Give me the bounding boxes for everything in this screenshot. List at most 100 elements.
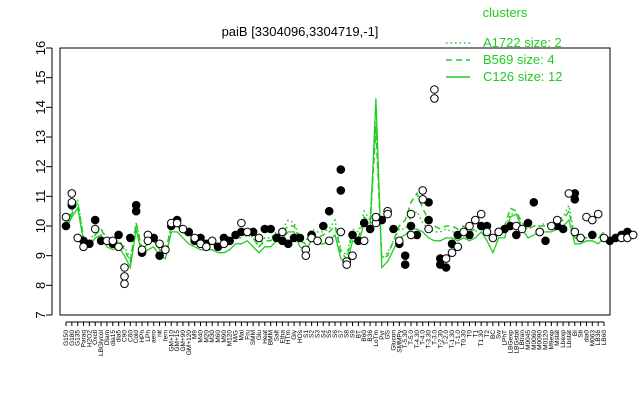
data-point-open: [237, 218, 246, 228]
data-point-open: [178, 224, 188, 234]
data-point-open: [73, 233, 82, 243]
data-point-open: [599, 233, 609, 243]
data-point-filled: [295, 233, 305, 243]
x-tick-label: GM+15: [174, 330, 181, 352]
data-point-open: [278, 227, 287, 237]
data-point-open: [342, 260, 352, 269]
x-tick-label: C90: [121, 330, 128, 342]
x-tick-label: nit: [157, 330, 164, 337]
x-tick-label: GM+120: [186, 330, 193, 355]
y-axis: 7 8 9 10 11 12 13 14 15 16: [33, 41, 53, 319]
x-tick-label: H2O2: [86, 330, 93, 347]
data-point-open: [120, 279, 129, 289]
data-point-open: [172, 218, 182, 228]
data-point-open: [155, 239, 164, 249]
x-tick-label: M063: [589, 330, 596, 347]
x-tick-label: T-1.0: [455, 330, 462, 345]
data-point-open: [552, 215, 562, 225]
data-point-filled: [336, 165, 346, 174]
x-tick-label: BMM: [268, 330, 275, 345]
x-tick-label: dia15: [110, 330, 117, 346]
x-tick-label: LBGlycol: [98, 329, 105, 356]
y-tick-label: 10: [33, 219, 48, 233]
data-point-filled: [266, 224, 276, 234]
data-point-filled: [424, 215, 433, 225]
x-tick-label: M/G: [233, 330, 240, 342]
x-tick-label: C60: [127, 330, 134, 342]
data-point-filled: [400, 251, 410, 260]
x-tick-label: S9: [350, 330, 357, 338]
x-tick-label: GM+10: [168, 330, 175, 352]
data-point-filled: [441, 263, 451, 272]
x-tick-label: LBGstat: [513, 330, 520, 354]
data-point-open: [67, 189, 77, 198]
data-point-filled: [365, 224, 375, 234]
data-point-open: [471, 215, 480, 225]
data-point-filled: [114, 230, 123, 240]
x-tick-label: LPhT: [502, 330, 509, 346]
x-tick-label: T0: [467, 330, 474, 338]
x-tick-label: T-4.0: [420, 330, 427, 345]
x-tick-label: M90: [221, 330, 228, 343]
data-point-filled: [529, 198, 539, 207]
data-point-open: [324, 236, 334, 246]
x-tick-label: M0120: [543, 330, 550, 350]
data-point-open: [254, 233, 264, 243]
x-tick-label: T-3.0: [431, 330, 438, 345]
data-point-filled: [283, 239, 293, 249]
x-tick-label: M0090: [537, 330, 544, 350]
data-point-filled: [359, 218, 369, 228]
x-tick-label: T-5.0: [408, 330, 415, 345]
data-point-open: [108, 236, 118, 246]
series-line-solid: [65, 98, 605, 270]
x-tick-label: Fru: [244, 330, 251, 340]
x-tick-label: B60: [361, 330, 368, 342]
x-tick-label: Salt: [274, 330, 281, 341]
x-tick-label: G150: [63, 330, 70, 346]
x-tick-label: GS: [385, 329, 392, 339]
legend: clusters A1722 size: 2 B569 size: 4 C126 s…: [446, 5, 563, 84]
data-point-filled: [523, 218, 533, 228]
data-point-open: [207, 236, 217, 246]
x-tick-label: Glu: [256, 330, 263, 341]
data-point-open: [371, 212, 381, 222]
x-tick-label: aero: [151, 330, 158, 343]
legend-label: A1722 size: 2: [483, 35, 562, 50]
x-tick-label: B36: [367, 330, 374, 342]
x-tick-label: Sw: [496, 330, 503, 339]
y-tick-label: 8: [33, 282, 48, 289]
x-tick-label: LBtran: [519, 330, 526, 350]
x-tick-label: dia0: [583, 330, 590, 343]
x-tick-label: LoTm: [373, 330, 380, 347]
data-point-open: [359, 236, 369, 246]
x-tick-label: HPh: [139, 330, 146, 343]
data-point-open: [143, 236, 153, 246]
x-tick-label: dia5: [116, 330, 123, 343]
data-point-open: [570, 227, 580, 237]
y-tick-label: 7: [33, 311, 48, 318]
x-tick-label: LPh: [145, 330, 152, 342]
data-point-open: [161, 245, 170, 254]
x-tick-label: M0045: [525, 330, 532, 350]
x-tick-label: S5: [326, 330, 333, 338]
x-tick-label: Paraq: [81, 330, 88, 348]
x-tick-label: T-5.30: [402, 330, 409, 349]
chart-title: paiB [3304096,3304719,-1]: [222, 24, 379, 39]
data-point-open: [90, 224, 100, 234]
x-tick-label: Lbstat: [566, 330, 573, 348]
x-tick-label: HOs: [297, 329, 304, 343]
x-tick-label: Mal: [238, 329, 245, 340]
data-point-open: [441, 254, 451, 263]
x-tick-label: G135: [75, 330, 82, 346]
data-point-open: [453, 242, 463, 252]
x-tick-label: LB60: [601, 330, 608, 346]
data-point-open: [383, 209, 392, 219]
legend-label: C126 size: 12: [483, 69, 563, 84]
data-point-filled: [131, 206, 141, 216]
x-tick-label: T0.30: [461, 330, 468, 347]
x-tick-label: S4: [320, 330, 327, 338]
data-point-filled: [90, 215, 100, 225]
data-point-open: [517, 224, 527, 234]
data-point-open: [547, 221, 556, 231]
y-tick-label: 16: [33, 41, 48, 55]
